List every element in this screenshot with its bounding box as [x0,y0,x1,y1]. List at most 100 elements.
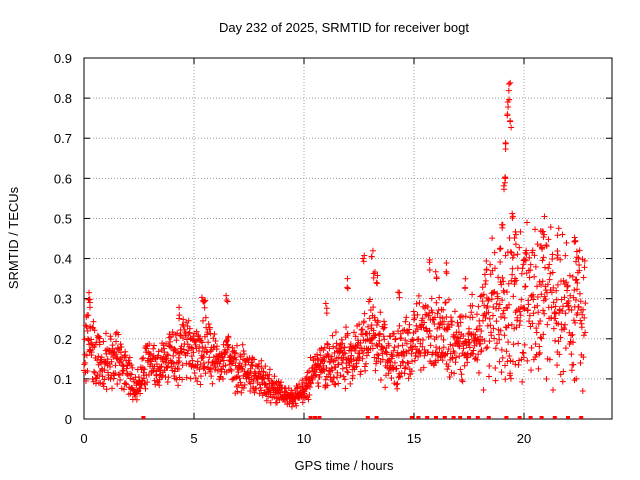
data-point [421,319,428,326]
data-point [97,379,104,386]
data-point [199,317,206,324]
data-point [320,347,327,354]
data-point [271,373,278,380]
zero-marker [475,416,480,419]
data-point [222,362,229,369]
data-point [459,378,466,385]
data-point [498,369,505,376]
data-point [478,347,485,354]
data-point [505,339,512,346]
data-point [304,369,311,376]
data-point [306,384,313,391]
data-point [132,392,139,399]
data-point [440,306,447,313]
data-point [107,333,114,340]
data-point [299,399,306,406]
data-point [540,228,547,235]
data-point [241,381,248,388]
data-point [247,380,254,387]
data-point [340,354,347,361]
data-point [538,335,545,342]
data-point [387,333,394,340]
data-point [377,309,384,316]
data-point [514,314,521,321]
axis-ticks: 0 5 10 15 20 0 0.1 0.2 0.3 0.4 0.5 0.6 0.7 0.8 0.9 [54,51,612,446]
data-point [121,386,128,393]
data-point [539,278,546,285]
data-point [554,362,561,369]
data-point [236,360,243,367]
data-point [431,314,438,321]
data-point [494,295,501,302]
data-point [568,351,575,358]
data-point [480,386,487,393]
data-point [370,274,377,281]
data-point [151,342,158,349]
data-point [165,352,172,359]
data-point [526,254,533,261]
data-point [488,296,495,303]
data-point [533,329,540,336]
data-point [550,284,557,291]
data-point [510,252,517,259]
data-point [434,310,441,317]
data-point [550,299,557,306]
data-point [415,336,422,343]
data-point [479,317,486,324]
data-point [385,342,392,349]
data-point [468,309,475,316]
data-point [576,262,583,269]
data-point [509,271,516,278]
data-point [562,321,569,328]
data-point [320,366,327,373]
data-point [407,371,414,378]
data-point [525,301,532,308]
data-point [258,357,265,364]
data-point [357,368,364,375]
data-point [436,345,443,352]
data-point [547,224,554,231]
data-point [469,291,476,298]
data-point [177,331,184,338]
data-point [233,374,240,381]
data-point [213,343,220,350]
data-point [510,293,517,300]
data-point [126,354,133,361]
data-point [574,286,581,293]
data-point [447,341,454,348]
data-point [141,366,148,373]
zero-marker [528,416,533,419]
data-point [581,257,588,264]
data-point [402,337,409,344]
data-point [577,359,584,366]
data-point [168,344,175,351]
data-point [350,329,357,336]
data-point [360,350,367,357]
data-point [211,331,218,338]
data-point [501,332,508,339]
data-point [173,337,180,344]
data-point [91,327,98,334]
data-point [504,305,511,312]
data-point [526,318,533,325]
data-point [329,367,336,374]
data-point [420,364,427,371]
data-point [175,365,182,372]
data-point [117,341,124,348]
data-point [381,336,388,343]
data-point [359,255,366,262]
data-point [401,327,408,334]
data-point [151,377,158,384]
data-point [97,359,104,366]
data-point [426,327,433,334]
data-point [123,381,130,388]
data-point [556,351,563,358]
data-point [491,335,498,342]
data-point [219,375,226,382]
data-point [362,367,369,374]
data-point [83,377,90,384]
data-point [374,272,381,279]
data-point [85,312,92,319]
data-point [526,312,533,319]
data-point [534,283,541,290]
